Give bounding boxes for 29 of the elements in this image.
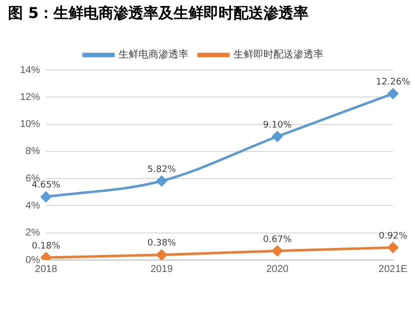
data-label: 5.82%: [147, 164, 176, 175]
point: [156, 176, 167, 186]
data-label: 0.67%: [263, 234, 292, 245]
point: [272, 131, 283, 142]
y-tick-label: 4%: [26, 200, 40, 212]
y-tick-label: 8%: [26, 146, 40, 158]
legend-label: 生鲜即时配送渗透率: [234, 48, 324, 61]
x-tick-label: 2021E: [378, 264, 408, 275]
y-tick-label: 0%: [26, 254, 40, 266]
data-label: 0.18%: [32, 241, 61, 252]
point: [156, 250, 167, 260]
y-tick-label: 10%: [20, 119, 40, 130]
legend-label: 生鲜电商渗透率: [118, 48, 188, 61]
point: [40, 192, 52, 202]
point: [388, 242, 398, 253]
data-label: 0.92%: [378, 231, 408, 242]
data-label: 12.26%: [376, 77, 411, 88]
data-label: 9.10%: [263, 120, 292, 130]
x-tick-label: 2018: [34, 264, 58, 275]
data-label: 0.38%: [147, 238, 176, 249]
y-tick-label: 12%: [20, 92, 40, 103]
point: [388, 88, 398, 99]
data-label: 4.65%: [32, 180, 61, 191]
x-tick-label: 2020: [266, 264, 289, 275]
x-tick-label: 2019: [150, 264, 174, 275]
chart-title: 图 5：生鲜电商渗透率及生鲜即时配送渗透率: [8, 4, 309, 23]
y-tick-label: 2%: [26, 228, 40, 239]
y-tick-label: 14%: [20, 64, 40, 76]
point: [272, 246, 283, 256]
